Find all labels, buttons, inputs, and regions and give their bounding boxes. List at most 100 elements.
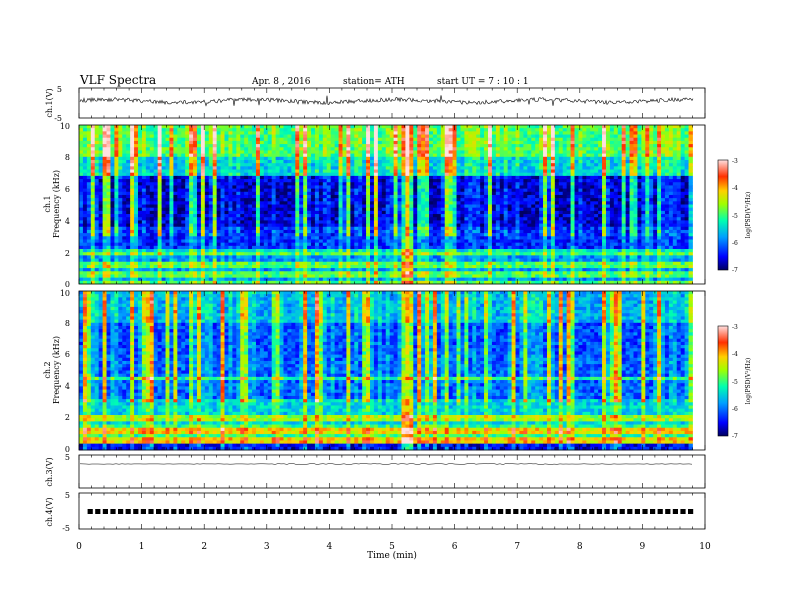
spec1-cells-cell	[676, 137, 682, 142]
spec1-cells-cell	[228, 191, 233, 196]
spec1-cells-cell	[185, 220, 190, 224]
spec1-cells-cell	[594, 185, 599, 189]
spec1-cells-cell	[550, 207, 556, 212]
spec1-cells-cell	[311, 140, 316, 145]
spec1-cells-cell	[641, 150, 646, 155]
spec1-cells-cell	[322, 204, 328, 209]
spec1-cells-cell	[464, 156, 469, 161]
spec1-cells-cell	[358, 128, 363, 132]
spec1-cells-cell	[602, 131, 607, 135]
spec1-cells-cell	[377, 185, 383, 189]
spec1-cells-cell	[102, 201, 107, 205]
spec1-cells-cell	[334, 150, 339, 155]
spec1-cells-cell	[244, 128, 249, 132]
spec1-cells-cell	[212, 172, 218, 177]
spec1-cells-cell	[444, 153, 450, 158]
spec1-cells-cell	[126, 140, 131, 145]
spec1-cells-cell	[366, 134, 371, 139]
spec1-cells-cell	[637, 201, 642, 205]
spec1-cells-cell	[240, 185, 245, 189]
spec1-cells-cell	[629, 134, 634, 139]
spec1-cells-cell	[460, 201, 465, 205]
spec1-cells-cell	[661, 194, 666, 199]
ch1-trace	[79, 95, 694, 107]
spec1-cells-cell	[421, 131, 426, 135]
spec1-cells-cell	[523, 220, 528, 224]
spec1-cells-cell	[299, 194, 304, 199]
spec1-cells-cell	[299, 134, 304, 139]
spec1-cells-cell	[373, 131, 379, 135]
spec1-cells-cell	[208, 185, 214, 189]
spec1-cells-cell	[543, 191, 548, 196]
spec1-cells-cell	[558, 182, 564, 186]
spec1-cells-cell	[464, 144, 469, 148]
spec1-cells-cell	[519, 156, 524, 161]
spec1-cells-cell	[605, 169, 611, 174]
spec1-cells-cell	[314, 128, 320, 132]
spec1-cells-cell	[535, 150, 540, 155]
spec1-cells-cell	[326, 220, 332, 224]
spec1-cells-cell	[157, 166, 162, 170]
spec1-cells-cell	[330, 163, 336, 167]
spec1-cells-cell	[224, 144, 229, 148]
spec1-cells-cell	[366, 198, 371, 202]
spec1-cells-cell	[605, 201, 611, 205]
spec1-cells-cell	[322, 128, 328, 132]
spec1-cells-cell	[236, 201, 241, 205]
spec1-cells-cell	[106, 198, 111, 202]
spec1-cells-cell	[291, 156, 296, 161]
spec1-cells-cell	[149, 147, 155, 151]
spec1-cells-cell	[326, 166, 332, 170]
spec1-cells-cell	[613, 128, 619, 132]
spec1-cells-cell	[409, 182, 414, 186]
spec1-cells-cell	[586, 214, 591, 218]
spec1-cells-cell	[570, 172, 575, 177]
spec1-cells-cell	[664, 156, 670, 161]
spec1-cells-cell	[149, 172, 155, 177]
spec1-cells-cell	[653, 220, 658, 224]
spec1-cells-cell	[531, 150, 536, 155]
date-label: Apr. 8 , 2016	[251, 77, 311, 87]
spec1-cells-cell	[255, 172, 261, 177]
spec1-cells-cell	[252, 194, 257, 199]
spec1-cells-cell	[185, 217, 190, 221]
spec1-cells-cell	[566, 159, 571, 164]
spec1-cells-cell	[338, 147, 343, 151]
spec1-cells-cell	[637, 159, 642, 164]
spec1-cells-cell	[271, 144, 277, 148]
spec1-cells-cell	[558, 179, 564, 183]
spec1-cells-cell	[602, 144, 607, 148]
spec1-cells-cell	[499, 223, 505, 228]
spec1-cells-cell	[169, 163, 174, 167]
spec1-cells-cell	[358, 204, 363, 209]
spec1-cells-cell	[377, 217, 383, 221]
spec1-cells-cell	[86, 131, 92, 135]
spec1-cells-cell	[602, 188, 607, 193]
spec1-cells-cell	[193, 166, 198, 170]
spec1-cells-cell	[216, 191, 221, 196]
spec1-cells-cell	[499, 128, 505, 132]
spec1-cells-cell	[377, 179, 383, 183]
spec1-cells-cell	[212, 128, 218, 132]
spec1-cells-cell	[145, 207, 151, 212]
spec1-cells-cell	[664, 188, 670, 193]
start-time-label: start UT = 7 : 10 : 1	[437, 77, 529, 87]
spec1-cells-cell	[574, 210, 579, 215]
spec1-cells-cell	[134, 172, 139, 177]
spec1-cells-cell	[252, 207, 257, 212]
spec1-cells-cell	[684, 188, 689, 193]
spec1-cells-cell	[311, 150, 316, 155]
spec1-cells-cell	[263, 134, 269, 139]
spec1-cells-cell	[452, 217, 457, 221]
spec1-cells-cell	[196, 204, 202, 209]
spec1-cells-cell	[373, 201, 379, 205]
spec1-cells-cell	[373, 140, 379, 145]
spec1-cells-cell	[452, 214, 457, 218]
spec1-cells-cell	[130, 166, 135, 170]
spec1-cells-cell	[566, 217, 571, 221]
spec1-cells-cell	[362, 166, 367, 170]
spec1-cells-cell	[287, 191, 292, 196]
spec1-cells-cell	[244, 134, 249, 139]
spec1-cells-cell	[491, 217, 497, 221]
spec1-cells-cell	[263, 188, 269, 193]
